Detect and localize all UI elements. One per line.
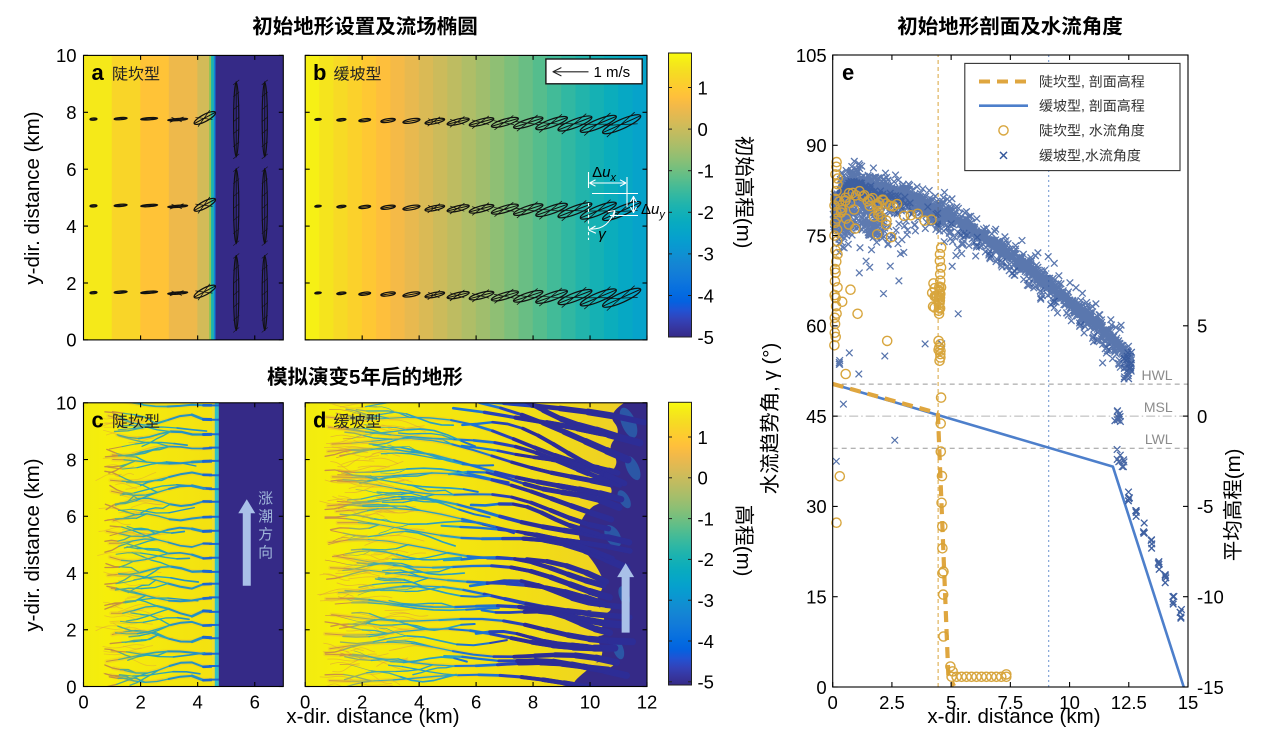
svg-text:-2: -2 xyxy=(698,549,714,570)
svg-text:75: 75 xyxy=(806,225,827,246)
svg-text:2: 2 xyxy=(66,273,76,294)
svg-text:MSL: MSL xyxy=(1144,399,1173,415)
svg-text:(m): (m) xyxy=(732,218,755,249)
svg-text:4: 4 xyxy=(414,692,424,713)
svg-text:2: 2 xyxy=(357,692,367,713)
svg-text:7.5: 7.5 xyxy=(997,692,1023,713)
svg-text:(m): (m) xyxy=(732,546,755,577)
svg-text:8: 8 xyxy=(66,102,76,123)
svg-text:0: 0 xyxy=(1197,406,1207,427)
svg-text:8: 8 xyxy=(66,449,76,470)
svg-text:10: 10 xyxy=(580,692,601,713)
svg-text:0: 0 xyxy=(66,676,76,697)
svg-text:y-dir. distance (km): y-dir. distance (km) xyxy=(21,458,44,631)
svg-text:105: 105 xyxy=(796,45,827,66)
svg-text:5: 5 xyxy=(946,692,956,713)
svg-text:0: 0 xyxy=(698,119,708,140)
svg-text:d: d xyxy=(313,408,326,433)
svg-text:15: 15 xyxy=(1178,692,1199,713)
svg-text:-3: -3 xyxy=(698,590,714,611)
svg-text:30: 30 xyxy=(806,496,827,517)
svg-text:90: 90 xyxy=(806,135,827,156)
svg-text:,: , xyxy=(1081,74,1085,90)
svg-text:-15: -15 xyxy=(1197,677,1224,698)
svg-text:0: 0 xyxy=(66,330,76,351)
svg-text:-4: -4 xyxy=(698,631,714,652)
svg-text:x-dir. distance (km): x-dir. distance (km) xyxy=(286,705,459,728)
svg-text:8: 8 xyxy=(528,692,538,713)
svg-text:-1: -1 xyxy=(698,508,714,529)
svg-text:c: c xyxy=(92,408,104,433)
svg-text:4: 4 xyxy=(66,216,76,237)
svg-text:12.5: 12.5 xyxy=(1111,692,1147,713)
svg-text:LWL: LWL xyxy=(1145,431,1173,447)
svg-text:, γ (°): , γ (°) xyxy=(759,343,782,392)
svg-text:4: 4 xyxy=(193,692,203,713)
svg-text:-1: -1 xyxy=(698,161,714,182)
svg-text:y-dir. distance (km): y-dir. distance (km) xyxy=(21,111,44,284)
svg-text:0: 0 xyxy=(78,692,88,713)
svg-text:15: 15 xyxy=(806,587,827,608)
svg-text:0: 0 xyxy=(816,677,826,698)
svg-text:60: 60 xyxy=(806,316,827,337)
svg-text:0: 0 xyxy=(300,692,310,713)
svg-text:1 m/s: 1 m/s xyxy=(594,64,631,81)
svg-text:-2: -2 xyxy=(698,202,714,223)
svg-text:10: 10 xyxy=(56,45,77,66)
svg-text:10: 10 xyxy=(1059,692,1080,713)
svg-text:6: 6 xyxy=(66,159,76,180)
svg-text:0: 0 xyxy=(698,468,708,489)
svg-text:-4: -4 xyxy=(698,285,714,306)
svg-text:2.5: 2.5 xyxy=(879,692,905,713)
svg-text:,: , xyxy=(1081,147,1085,163)
svg-text:45: 45 xyxy=(806,406,827,427)
svg-text:-3: -3 xyxy=(698,244,714,265)
svg-text:12: 12 xyxy=(637,692,658,713)
svg-text:-5: -5 xyxy=(698,672,714,693)
svg-text:x-dir. distance (km): x-dir. distance (km) xyxy=(927,705,1100,728)
svg-text:,: , xyxy=(1081,122,1085,138)
svg-text:-5: -5 xyxy=(698,327,714,348)
svg-text:a: a xyxy=(92,60,105,85)
svg-text:2: 2 xyxy=(135,692,145,713)
svg-text:HWL: HWL xyxy=(1141,367,1172,383)
svg-text:5: 5 xyxy=(349,366,360,389)
svg-text:1: 1 xyxy=(698,77,708,98)
svg-text:1: 1 xyxy=(698,427,708,448)
svg-text:γ: γ xyxy=(598,226,607,243)
svg-text:b: b xyxy=(313,60,326,85)
svg-text:e: e xyxy=(842,60,854,85)
svg-text:6: 6 xyxy=(471,692,481,713)
svg-text:Δux: Δux xyxy=(592,164,616,184)
svg-text:6: 6 xyxy=(250,692,260,713)
svg-text:5: 5 xyxy=(1197,316,1207,337)
svg-text:,: , xyxy=(1081,98,1085,114)
svg-text:10: 10 xyxy=(56,393,77,414)
svg-text:4: 4 xyxy=(66,563,76,584)
svg-text:0: 0 xyxy=(828,692,838,713)
svg-text:2: 2 xyxy=(66,620,76,641)
svg-text:-5: -5 xyxy=(1197,496,1213,517)
svg-text:-10: -10 xyxy=(1197,587,1224,608)
svg-text:6: 6 xyxy=(66,506,76,527)
svg-text:(m): (m) xyxy=(1222,448,1245,479)
